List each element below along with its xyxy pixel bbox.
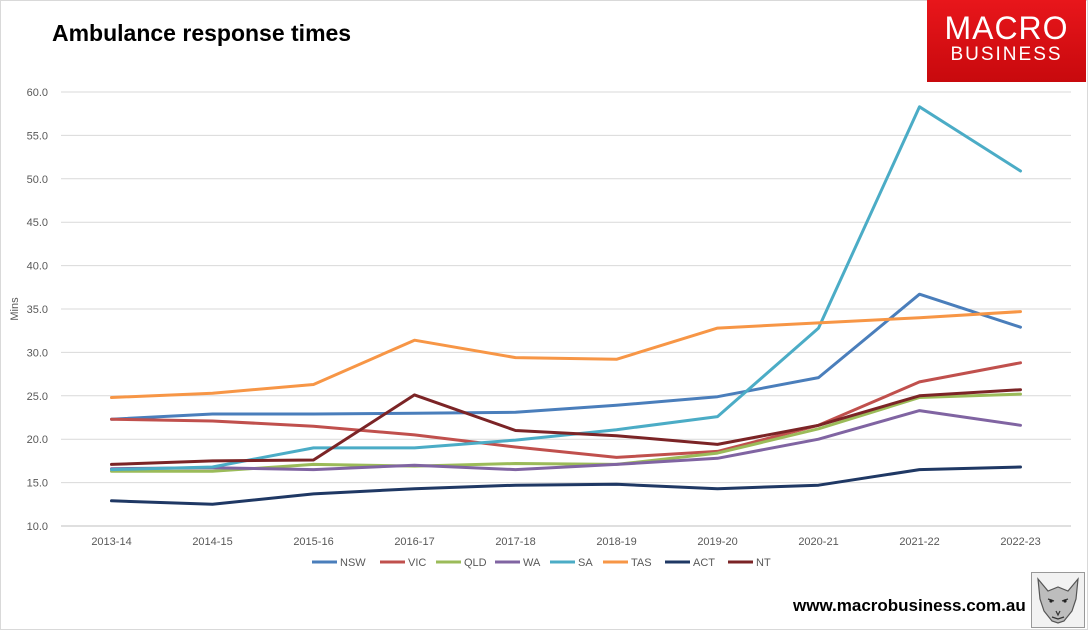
x-tick-label: 2020-21 (798, 536, 838, 548)
y-tick-label: 15.0 (27, 478, 48, 490)
x-tick-label: 2018-19 (596, 536, 636, 548)
logo-line-1: MACRO (944, 10, 1069, 46)
x-tick-label: 2015-16 (293, 536, 333, 548)
y-tick-label: 40.0 (27, 261, 48, 273)
x-tick-label: 2016-17 (394, 536, 434, 548)
x-tick-label: 2019-20 (697, 536, 737, 548)
y-axis-label: Mins (9, 297, 21, 321)
legend-label-qld: QLD (464, 557, 487, 569)
legend-label-nsw: NSW (340, 557, 366, 569)
wolf-mascot-icon (1031, 572, 1085, 628)
legend-label-act: ACT (693, 557, 715, 569)
x-tick-label: 2013-14 (91, 536, 131, 548)
x-tick-label: 2022-23 (1000, 536, 1040, 548)
x-tick-label: 2014-15 (192, 536, 232, 548)
y-tick-label: 20.0 (27, 434, 48, 446)
series-line-nt (110, 388, 1022, 466)
series-line-vic (110, 361, 1022, 459)
y-tick-label: 30.0 (27, 347, 48, 359)
legend-label-nt: NT (756, 557, 771, 569)
gridlines (61, 91, 1071, 527)
legend: NSW VIC QLD WA SA TAS ACT NT (312, 557, 771, 569)
legend-label-wa: WA (523, 557, 541, 569)
series-line-tas (110, 310, 1022, 399)
series-line-act (110, 465, 1022, 506)
y-tick-label: 50.0 (27, 174, 48, 186)
y-tick-label: 45.0 (27, 217, 48, 229)
x-tick-label: 2021-22 (899, 536, 939, 548)
series-line-wa (110, 409, 1022, 472)
x-tick-label: 2017-18 (495, 536, 535, 548)
series-line-sa (110, 105, 1022, 472)
chart-title: Ambulance response times (52, 20, 352, 46)
logo-line-2: BUSINESS (950, 44, 1063, 65)
y-tick-label: 55.0 (27, 130, 48, 142)
y-tick-label: 10.0 (27, 521, 48, 533)
series-line-nsw (110, 292, 1022, 421)
legend-label-tas: TAS (631, 557, 652, 569)
y-tick-label: 35.0 (27, 304, 48, 316)
series-lines (110, 105, 1022, 506)
x-axis-ticks: 2013-14 2014-15 2015-16 2016-17 2017-18 2018-… (91, 536, 1040, 548)
footer-url: www.macrobusiness.com.au (793, 596, 1026, 615)
y-tick-label: 60.0 (27, 87, 48, 99)
legend-label-vic: VIC (408, 557, 426, 569)
legend-label-sa: SA (578, 557, 593, 569)
y-axis-ticks: 10.0 15.0 20.0 25.0 30.0 35.0 40.0 45.0 50.0 55.0… (27, 87, 48, 533)
y-tick-label: 25.0 (27, 391, 48, 403)
macrobusiness-logo: MACRO BUSINESS (927, 0, 1086, 82)
